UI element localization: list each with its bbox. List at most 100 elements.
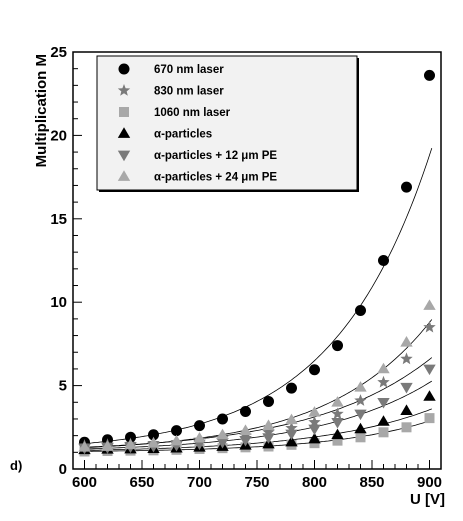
- legend-label: α-particles + 24 μm PE: [154, 172, 277, 184]
- data-point: [331, 428, 344, 440]
- legend-box: [96, 55, 358, 191]
- data-point: [377, 362, 390, 374]
- data-point: [332, 435, 343, 446]
- data-point: [194, 420, 205, 432]
- data-point: [378, 255, 389, 266]
- data-point: [285, 413, 298, 425]
- legend-marker: [117, 170, 131, 181]
- data-point: [308, 406, 321, 417]
- y-tick-label: 5: [59, 378, 67, 395]
- data-point: [239, 429, 252, 441]
- data-point: [331, 396, 344, 407]
- data-point: [78, 441, 91, 452]
- data-point: [377, 375, 390, 388]
- x-tick-label: 700: [187, 474, 212, 491]
- legend-label: α-particles: [154, 129, 212, 141]
- data-point: [285, 435, 298, 447]
- x-tick-label: 600: [72, 474, 97, 491]
- data-point: [400, 382, 413, 394]
- data-point: [125, 431, 136, 443]
- data-point: [171, 425, 182, 437]
- data-point: [401, 181, 412, 193]
- x-tick-label: 750: [244, 474, 269, 491]
- data-point: [240, 405, 251, 417]
- data-point: [285, 421, 298, 434]
- data-point: [423, 299, 436, 310]
- data-point: [377, 397, 390, 409]
- data-point: [308, 432, 321, 444]
- legend-label: 670 nm laser: [154, 64, 224, 76]
- fit-curve: [82, 408, 432, 451]
- data-point: [355, 305, 366, 317]
- data-point: [308, 415, 321, 428]
- y-tick-label: 10: [50, 294, 67, 311]
- data-point: [262, 425, 275, 438]
- fit-curve: [82, 147, 433, 445]
- legend-label: α-particles + 12 μm PE: [154, 150, 277, 162]
- fit-curve: [82, 419, 432, 452]
- y-tick-label: 0: [59, 461, 67, 478]
- data-point: [354, 394, 367, 406]
- data-point: [216, 428, 229, 440]
- data-point: [423, 320, 436, 333]
- data-point: [401, 422, 412, 433]
- data-point: [101, 440, 114, 451]
- data-point: [331, 417, 344, 429]
- data-point: [400, 352, 413, 365]
- data-point: [170, 434, 183, 446]
- fit-curve: [82, 319, 433, 449]
- x-tick-label: 850: [359, 474, 384, 491]
- legend-marker: [117, 150, 131, 162]
- legend-label: 830 nm laser: [154, 86, 224, 98]
- data-point: [377, 415, 390, 426]
- data-point: [424, 413, 435, 424]
- data-point: [239, 424, 252, 435]
- data-point: [423, 364, 436, 376]
- data-point: [309, 364, 320, 376]
- legend-marker: [119, 107, 129, 117]
- axes: 600 650 700 750 800 850 900 0 5 10 15 20 25: [50, 44, 442, 491]
- legend: 670 nm laser 830 nm laser 1060 nm laser α-p…: [96, 55, 359, 192]
- data-point: [354, 422, 367, 434]
- data-point: [262, 419, 275, 430]
- data-point: [354, 409, 367, 421]
- data-point: [263, 395, 274, 407]
- data-point: [331, 407, 344, 420]
- x-axis-title: U [V]: [410, 491, 445, 508]
- data-point: [378, 427, 389, 438]
- data-point: [147, 436, 160, 448]
- y-tick-label: 25: [50, 44, 67, 61]
- data-point: [400, 404, 413, 415]
- data-point: [354, 381, 367, 392]
- data-point: [124, 438, 137, 450]
- y-tick-label: 15: [50, 211, 67, 228]
- y-axis-title: Multiplication M: [33, 54, 50, 167]
- x-tick-label: 650: [129, 474, 154, 491]
- data-point: [400, 336, 413, 347]
- panel-label: d): [10, 458, 22, 473]
- data-point: [193, 431, 206, 443]
- data-point: [216, 437, 229, 449]
- data-point: [308, 424, 321, 436]
- data-point: [148, 429, 159, 441]
- data-point: [286, 382, 297, 394]
- legend-marker: [117, 127, 131, 138]
- x-tick-label: 800: [302, 474, 327, 491]
- data-point: [423, 390, 436, 401]
- legend-marker: [117, 84, 131, 96]
- data-markers: [78, 69, 436, 457]
- data-point: [285, 429, 298, 441]
- data-point: [355, 432, 366, 443]
- data-point: [424, 69, 435, 81]
- data-point: [217, 413, 228, 425]
- y-tick-label: 20: [50, 127, 67, 144]
- fit-curves: [82, 147, 433, 452]
- data-point: [262, 433, 275, 444]
- legend-marker: [118, 63, 130, 75]
- legend-label: 1060 nm laser: [154, 107, 231, 119]
- fit-curve: [82, 380, 433, 450]
- data-point: [239, 435, 252, 447]
- data-point: [332, 340, 343, 352]
- x-tick-label: 900: [417, 474, 442, 491]
